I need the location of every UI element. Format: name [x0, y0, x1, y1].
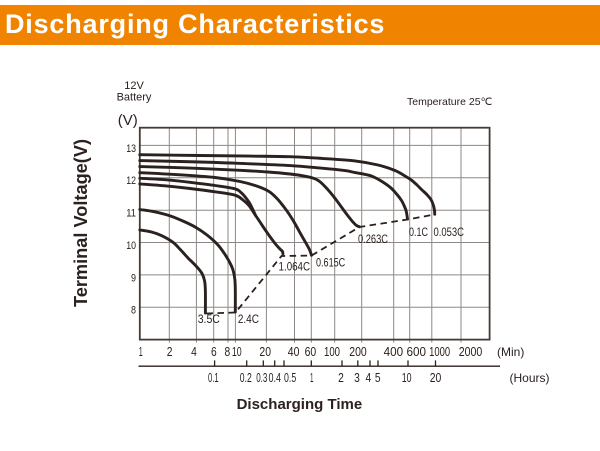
svg-text:Terminal Voltage(V): Terminal Voltage(V): [71, 139, 91, 307]
svg-text:2.4C: 2.4C: [238, 312, 259, 326]
svg-text:Battery: Battery: [117, 92, 152, 104]
svg-text:(Min): (Min): [497, 345, 524, 359]
svg-text:9: 9: [131, 272, 136, 284]
svg-text:2000: 2000: [459, 344, 483, 359]
svg-text:0.053C: 0.053C: [433, 227, 464, 239]
svg-text:4: 4: [366, 370, 372, 385]
svg-text:60: 60: [305, 344, 317, 359]
svg-text:3: 3: [354, 370, 360, 385]
svg-text:400: 400: [384, 344, 404, 359]
svg-text:Discharging Time: Discharging Time: [237, 396, 363, 413]
svg-text:12V: 12V: [124, 80, 144, 92]
svg-text:0.5: 0.5: [284, 370, 296, 385]
svg-text:20: 20: [430, 370, 442, 385]
svg-text:0.615C: 0.615C: [316, 257, 345, 269]
svg-text:200: 200: [349, 344, 367, 359]
svg-text:10: 10: [232, 344, 242, 359]
svg-text:1: 1: [310, 370, 314, 385]
svg-text:10: 10: [402, 370, 412, 385]
svg-text:0.263C: 0.263C: [358, 234, 388, 246]
svg-text:600: 600: [407, 344, 427, 359]
svg-text:5: 5: [375, 370, 381, 385]
svg-text:1.064C: 1.064C: [279, 261, 311, 273]
svg-text:20: 20: [259, 344, 271, 359]
svg-text:4: 4: [191, 344, 197, 359]
svg-text:0.2: 0.2: [240, 370, 252, 385]
svg-text:0.1: 0.1: [208, 370, 219, 385]
svg-text:1000: 1000: [429, 344, 450, 359]
svg-text:0.3: 0.3: [256, 370, 267, 385]
svg-text:12: 12: [126, 175, 136, 187]
svg-text:1: 1: [139, 344, 143, 359]
svg-text:40: 40: [288, 344, 300, 359]
svg-text:8: 8: [224, 344, 230, 359]
svg-text:2: 2: [167, 344, 173, 359]
svg-text:0.4: 0.4: [268, 370, 281, 385]
svg-text:13: 13: [126, 143, 136, 155]
svg-text:6: 6: [211, 344, 217, 359]
svg-text:(V): (V): [118, 112, 138, 129]
svg-text:Temperature 25℃: Temperature 25℃: [407, 96, 493, 108]
svg-text:(Hours): (Hours): [510, 371, 550, 385]
svg-text:3.5C: 3.5C: [198, 312, 220, 326]
svg-text:2: 2: [338, 370, 344, 385]
svg-text:11: 11: [126, 208, 136, 220]
svg-text:0.1C: 0.1C: [409, 227, 428, 239]
svg-text:8: 8: [131, 305, 136, 317]
svg-text:10: 10: [126, 240, 136, 252]
svg-text:100: 100: [324, 344, 340, 359]
